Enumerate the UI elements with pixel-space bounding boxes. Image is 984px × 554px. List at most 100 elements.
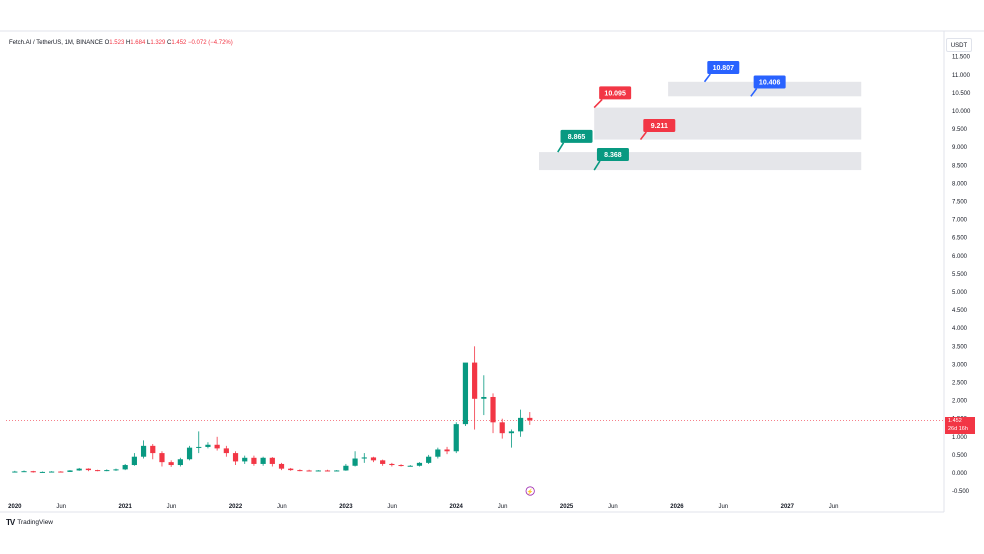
callout-label: 8.368 (604, 152, 622, 159)
callout-box (753, 75, 786, 89)
candle-body (527, 417, 533, 421)
candle-body (49, 471, 55, 473)
low-value: 1.329 (150, 40, 166, 46)
candle-body (324, 470, 331, 472)
x-tick-label: Jun (56, 504, 66, 510)
y-tick-label: 11.000 (952, 73, 971, 79)
candle-body (67, 470, 73, 472)
candle-body (205, 444, 211, 447)
candle-body (177, 459, 183, 466)
candle-body (380, 460, 386, 464)
candle-body (407, 465, 413, 467)
y-tick-label: 7.000 (952, 218, 968, 224)
candle-body (113, 469, 119, 471)
y-tick-label: 6.000 (952, 254, 968, 260)
candle-body (334, 470, 340, 472)
y-tick-label: 6.500 (952, 236, 968, 242)
x-tick-label: 2025 (560, 504, 574, 510)
candle-body (39, 471, 46, 473)
candle-body (269, 457, 275, 464)
price-zone (668, 81, 862, 97)
candle-body (343, 465, 349, 471)
y-tick-label: 0.000 (952, 471, 968, 477)
candle-body (315, 470, 321, 472)
close-label: C (167, 40, 172, 46)
open-value: 1.523 (109, 40, 125, 46)
close-value: 1.452 (171, 40, 187, 46)
y-tick-label: 2.500 (952, 381, 968, 387)
candle-body (131, 456, 137, 466)
tradingview-icon: TV (6, 518, 15, 527)
y-tick-label: 8.500 (952, 163, 968, 169)
legend-header: Fetch.AI / TetherUS, 1M, BINANCE O1.523 … (9, 40, 233, 46)
x-tick-label: Jun (718, 504, 728, 510)
callout-box (596, 147, 629, 161)
x-tick-label: Jun (277, 504, 287, 510)
callout-pointer (593, 98, 603, 109)
x-tick-label: 2021 (119, 504, 133, 510)
candle-body (518, 417, 524, 432)
x-tick-label: 2023 (339, 504, 353, 510)
price-zone (594, 107, 862, 140)
y-tick-label: 7.500 (952, 200, 968, 206)
candle-body (462, 362, 469, 425)
callout-box (560, 129, 593, 143)
candle-body (435, 449, 441, 457)
y-tick-label: 10.000 (952, 109, 971, 115)
candle-body (58, 471, 64, 473)
candle-body (94, 470, 101, 472)
bar-countdown: 26d 16h (948, 425, 968, 432)
callout-label: 10.406 (759, 80, 781, 87)
candle-body (352, 458, 358, 466)
candle-body (260, 457, 266, 464)
candle-body (426, 456, 432, 463)
candle-body (30, 471, 36, 473)
y-tick-label: 1.000 (952, 435, 968, 441)
candle-body (12, 471, 18, 473)
tradingview-logo[interactable]: TV TradingView (6, 518, 53, 527)
x-tick-label: 2027 (781, 504, 795, 510)
candle-body (242, 457, 248, 462)
candle-body (499, 422, 505, 434)
callout-pointer (557, 142, 565, 153)
change-value: −0.072 (−4.72%) (188, 40, 233, 46)
high-label: H (125, 40, 131, 46)
callout-pointer (750, 88, 758, 97)
high-value: 1.684 (130, 40, 146, 46)
candle-body (444, 449, 450, 452)
y-tick-label: 8.000 (952, 181, 968, 187)
x-tick-label: Jun (829, 504, 839, 510)
candle-body (223, 448, 229, 454)
y-tick-label: 5.500 (952, 272, 968, 278)
brand-name: TradingView (17, 519, 54, 526)
callout-label: 8.865 (568, 134, 586, 141)
x-tick-label: Jun (498, 504, 508, 510)
currency-unit-button[interactable]: USDT (946, 38, 972, 52)
open-label: O (104, 40, 110, 46)
candle-body (370, 457, 377, 461)
callout-pointer (593, 160, 601, 171)
y-tick-label: 0.500 (952, 453, 968, 459)
candle-body (76, 468, 82, 471)
callout-label: 9.211 (651, 123, 668, 130)
last-price-value: 1.452 (948, 418, 962, 424)
candle-body (159, 453, 165, 463)
y-tick-label: 11.500 (952, 55, 971, 61)
candle-body (150, 445, 156, 454)
y-tick-label: 5.000 (952, 290, 968, 296)
y-tick-label: 10.500 (952, 91, 971, 97)
candle-body (251, 457, 257, 464)
candle-body (278, 463, 285, 469)
candle-body (186, 447, 193, 460)
last-price-tag: 1.452 26d 16h (945, 417, 975, 434)
candle-body (104, 470, 110, 472)
candle-body (361, 457, 367, 459)
y-tick-label: 3.000 (952, 362, 968, 368)
candle-body (140, 445, 147, 457)
candle-body (288, 468, 294, 471)
callout-pointer (703, 73, 711, 83)
x-tick-label: Jun (387, 504, 397, 510)
x-tick-label: 2024 (450, 504, 464, 510)
candle-body (85, 468, 91, 471)
